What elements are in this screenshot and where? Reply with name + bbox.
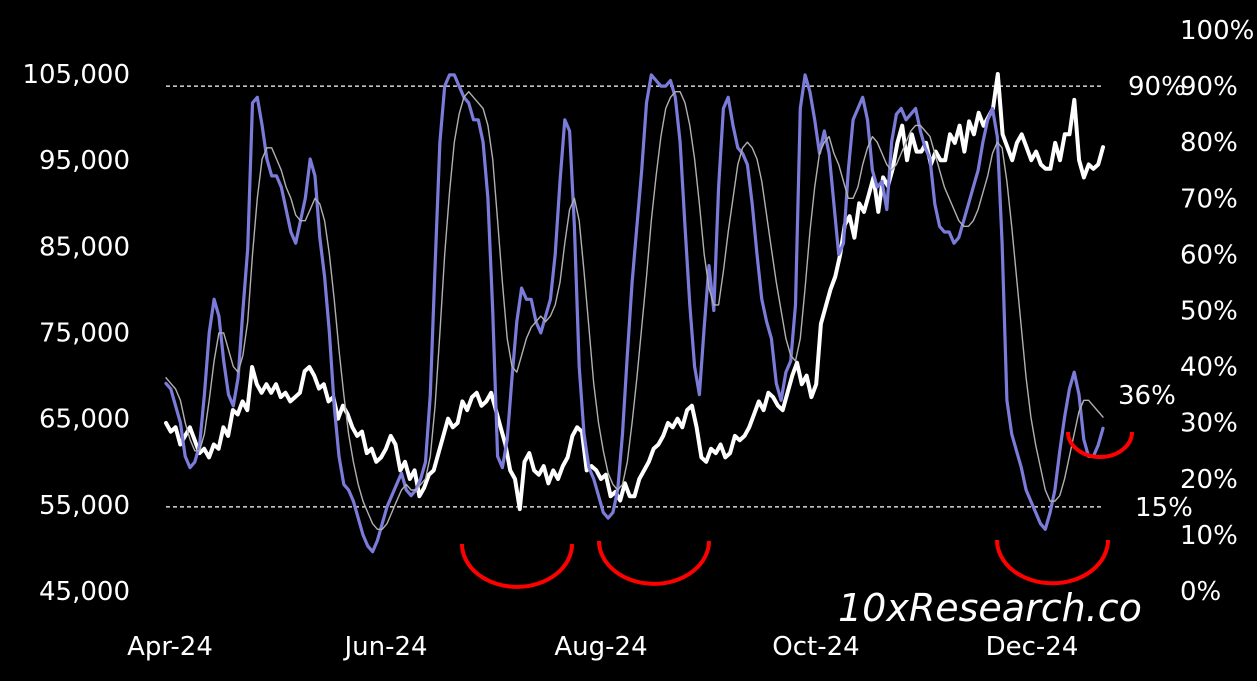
right-y-axis: 100% 90% 80% 70% 60% 50% 40% 30% 20% 10% 0% [1180, 16, 1254, 607]
red-arc-marker [460, 543, 574, 589]
red-arc-marker [1066, 431, 1134, 459]
left-tick-label: 55,000 [39, 491, 130, 521]
left-tick-label: 75,000 [39, 319, 130, 349]
series-layer [164, 72, 1105, 554]
x-tick-label: Jun-24 [342, 632, 427, 662]
right-tick-label: 90% [1180, 72, 1238, 102]
x-axis: Apr-24 Jun-24 Aug-24 Oct-24 Dec-24 [127, 632, 1078, 662]
right-tick-label: 10% [1180, 521, 1238, 551]
x-tick-label: Aug-24 [554, 632, 647, 662]
reference-line-label: 15% [1135, 493, 1193, 523]
bottom-markers [460, 431, 1134, 589]
left-tick-label: 45,000 [39, 577, 130, 607]
x-tick-label: Apr-24 [127, 632, 213, 662]
right-tick-label: 60% [1180, 240, 1238, 270]
right-tick-label: 0% [1180, 577, 1221, 607]
x-tick-label: Oct-24 [772, 632, 859, 662]
oscillator-series-line [164, 73, 1105, 554]
left-tick-label: 105,000 [22, 60, 130, 90]
price-series-line [164, 72, 1105, 512]
left-tick-label: 65,000 [39, 405, 130, 435]
left-tick-label: 85,000 [39, 232, 130, 262]
right-tick-label: 40% [1180, 353, 1238, 383]
x-tick-label: Dec-24 [986, 632, 1079, 662]
signal-series-line [165, 90, 1104, 530]
right-tick-label: 20% [1180, 465, 1238, 495]
watermark: 10xResearch.co [838, 586, 1142, 630]
reference-lines: 90% 15% [166, 72, 1193, 523]
left-tick-label: 95,000 [39, 146, 130, 176]
right-tick-label: 100% [1180, 16, 1254, 46]
annotation-36pct: 36% [1118, 381, 1176, 411]
reference-line-label: 90% [1128, 72, 1186, 102]
right-tick-label: 70% [1180, 184, 1238, 214]
right-tick-label: 80% [1180, 128, 1238, 158]
right-tick-label: 30% [1180, 409, 1238, 439]
right-tick-label: 50% [1180, 297, 1238, 327]
red-arc-marker [597, 540, 711, 586]
left-y-axis: 105,000 95,000 85,000 75,000 65,000 55,000 45,… [22, 60, 130, 607]
red-arc-marker [995, 539, 1110, 586]
